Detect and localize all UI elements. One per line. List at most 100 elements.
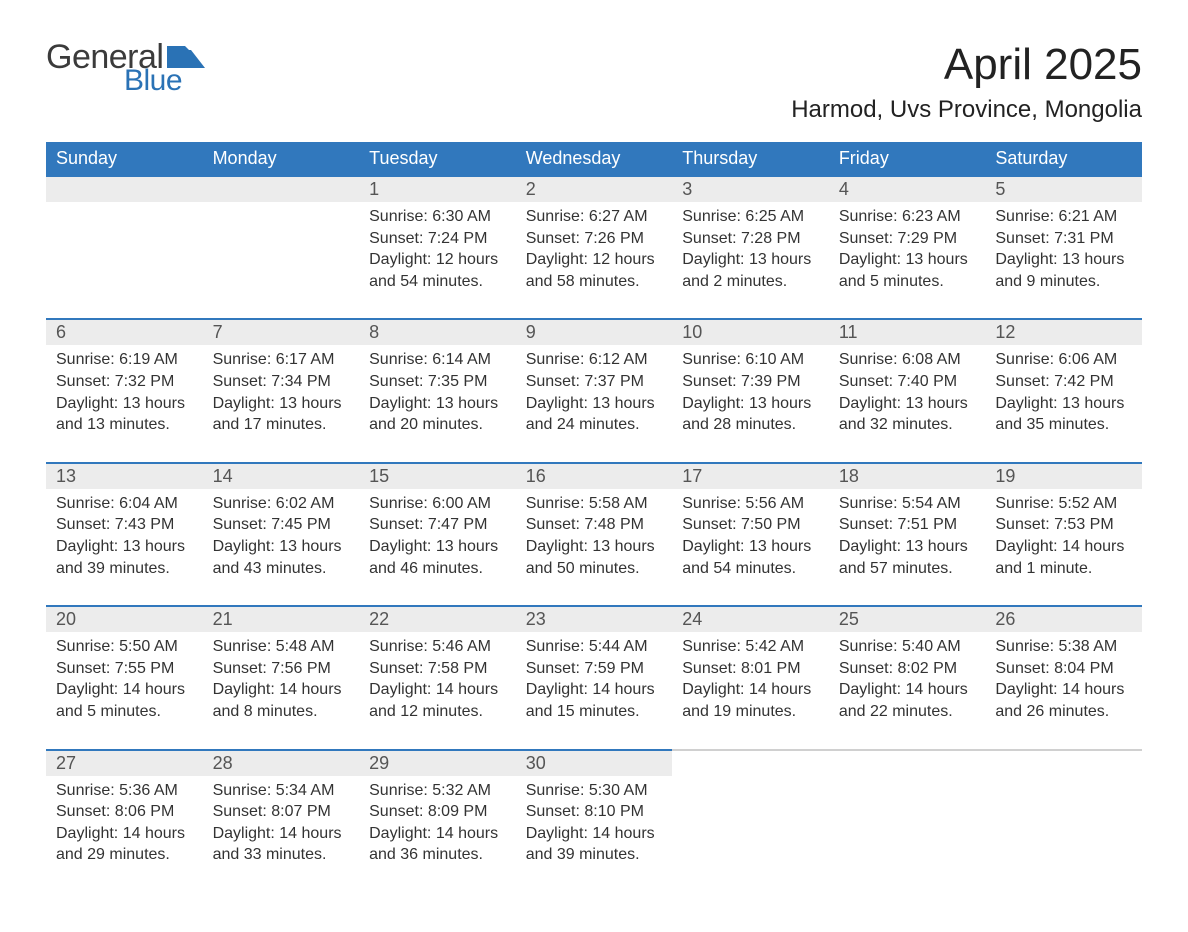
sunset-line: Sunset: 7:24 PM: [369, 228, 506, 250]
week-daynum-row: 6789101112: [46, 319, 1142, 345]
day-number-cell: 19: [985, 463, 1142, 489]
sunrise-line: Sunrise: 6:23 AM: [839, 206, 976, 228]
day-content-cell: Sunrise: 6:12 AMSunset: 7:37 PMDaylight:…: [516, 345, 673, 462]
week-content-row: Sunrise: 6:19 AMSunset: 7:32 PMDaylight:…: [46, 345, 1142, 462]
day-content-cell: Sunrise: 6:14 AMSunset: 7:35 PMDaylight:…: [359, 345, 516, 462]
daylight-line: Daylight: 13 hours and 17 minutes.: [213, 393, 350, 436]
day-number-cell: 1: [359, 176, 516, 202]
logo: General Blue: [46, 40, 205, 96]
daylight-line: Daylight: 14 hours and 33 minutes.: [213, 823, 350, 866]
day-number-cell: 23: [516, 606, 673, 632]
sunrise-line: Sunrise: 6:10 AM: [682, 349, 819, 371]
day-content-cell: Sunrise: 5:42 AMSunset: 8:01 PMDaylight:…: [672, 632, 829, 749]
sunrise-line: Sunrise: 5:56 AM: [682, 493, 819, 515]
week-content-row: Sunrise: 5:50 AMSunset: 7:55 PMDaylight:…: [46, 632, 1142, 749]
daylight-line: Daylight: 14 hours and 1 minute.: [995, 536, 1132, 579]
day-header-row: SundayMondayTuesdayWednesdayThursdayFrid…: [46, 142, 1142, 176]
daylight-line: Daylight: 13 hours and 5 minutes.: [839, 249, 976, 292]
day-number-cell: 26: [985, 606, 1142, 632]
sunrise-line: Sunrise: 6:30 AM: [369, 206, 506, 228]
calendar-table: SundayMondayTuesdayWednesdayThursdayFrid…: [46, 142, 1142, 892]
day-content-cell: Sunrise: 5:40 AMSunset: 8:02 PMDaylight:…: [829, 632, 986, 749]
day-number-cell: 24: [672, 606, 829, 632]
sunrise-line: Sunrise: 5:36 AM: [56, 780, 193, 802]
day-number-cell: [672, 750, 829, 776]
sunrise-line: Sunrise: 5:46 AM: [369, 636, 506, 658]
daylight-line: Daylight: 13 hours and 39 minutes.: [56, 536, 193, 579]
day-content-cell: Sunrise: 5:58 AMSunset: 7:48 PMDaylight:…: [516, 489, 673, 606]
sunrise-line: Sunrise: 5:50 AM: [56, 636, 193, 658]
sunset-line: Sunset: 7:37 PM: [526, 371, 663, 393]
sunrise-line: Sunrise: 6:02 AM: [213, 493, 350, 515]
sunrise-line: Sunrise: 6:08 AM: [839, 349, 976, 371]
sunset-line: Sunset: 8:04 PM: [995, 658, 1132, 680]
day-content-cell: Sunrise: 6:04 AMSunset: 7:43 PMDaylight:…: [46, 489, 203, 606]
day-content-cell: Sunrise: 6:30 AMSunset: 7:24 PMDaylight:…: [359, 202, 516, 319]
sunset-line: Sunset: 7:32 PM: [56, 371, 193, 393]
day-header: Wednesday: [516, 142, 673, 176]
location-subtitle: Harmod, Uvs Province, Mongolia: [791, 96, 1142, 124]
daylight-line: Daylight: 13 hours and 2 minutes.: [682, 249, 819, 292]
day-content-cell: Sunrise: 5:46 AMSunset: 7:58 PMDaylight:…: [359, 632, 516, 749]
day-number-cell: 2: [516, 176, 673, 202]
daylight-line: Daylight: 14 hours and 26 minutes.: [995, 679, 1132, 722]
day-content-cell: Sunrise: 5:36 AMSunset: 8:06 PMDaylight:…: [46, 776, 203, 892]
page-header: General Blue April 2025 Harmod, Uvs Prov…: [46, 40, 1142, 124]
day-content-cell: Sunrise: 6:08 AMSunset: 7:40 PMDaylight:…: [829, 345, 986, 462]
sunset-line: Sunset: 8:01 PM: [682, 658, 819, 680]
sunset-line: Sunset: 8:07 PM: [213, 801, 350, 823]
day-number-cell: 11: [829, 319, 986, 345]
day-content-cell: Sunrise: 6:17 AMSunset: 7:34 PMDaylight:…: [203, 345, 360, 462]
day-number-cell: 30: [516, 750, 673, 776]
sunset-line: Sunset: 7:48 PM: [526, 514, 663, 536]
sunrise-line: Sunrise: 5:44 AM: [526, 636, 663, 658]
sunset-line: Sunset: 7:45 PM: [213, 514, 350, 536]
day-content-cell: [829, 776, 986, 892]
day-content-cell: Sunrise: 6:25 AMSunset: 7:28 PMDaylight:…: [672, 202, 829, 319]
daylight-line: Daylight: 14 hours and 12 minutes.: [369, 679, 506, 722]
day-content-cell: Sunrise: 6:10 AMSunset: 7:39 PMDaylight:…: [672, 345, 829, 462]
title-block: April 2025 Harmod, Uvs Province, Mongoli…: [791, 40, 1142, 124]
day-content-cell: Sunrise: 6:21 AMSunset: 7:31 PMDaylight:…: [985, 202, 1142, 319]
daylight-line: Daylight: 13 hours and 46 minutes.: [369, 536, 506, 579]
sunrise-line: Sunrise: 6:17 AM: [213, 349, 350, 371]
day-content-cell: Sunrise: 5:38 AMSunset: 8:04 PMDaylight:…: [985, 632, 1142, 749]
sunset-line: Sunset: 7:34 PM: [213, 371, 350, 393]
sunset-line: Sunset: 7:40 PM: [839, 371, 976, 393]
week-daynum-row: 20212223242526: [46, 606, 1142, 632]
sunset-line: Sunset: 7:50 PM: [682, 514, 819, 536]
sunset-line: Sunset: 8:06 PM: [56, 801, 193, 823]
sunrise-line: Sunrise: 5:32 AM: [369, 780, 506, 802]
sunset-line: Sunset: 7:28 PM: [682, 228, 819, 250]
sunset-line: Sunset: 7:29 PM: [839, 228, 976, 250]
day-content-cell: Sunrise: 6:02 AMSunset: 7:45 PMDaylight:…: [203, 489, 360, 606]
daylight-line: Daylight: 13 hours and 50 minutes.: [526, 536, 663, 579]
daylight-line: Daylight: 12 hours and 54 minutes.: [369, 249, 506, 292]
daylight-line: Daylight: 13 hours and 28 minutes.: [682, 393, 819, 436]
week-content-row: Sunrise: 6:04 AMSunset: 7:43 PMDaylight:…: [46, 489, 1142, 606]
day-content-cell: Sunrise: 5:30 AMSunset: 8:10 PMDaylight:…: [516, 776, 673, 892]
sunrise-line: Sunrise: 6:21 AM: [995, 206, 1132, 228]
day-number-cell: 18: [829, 463, 986, 489]
day-number-cell: 7: [203, 319, 360, 345]
sunrise-line: Sunrise: 6:25 AM: [682, 206, 819, 228]
sunset-line: Sunset: 7:51 PM: [839, 514, 976, 536]
day-number-cell: [985, 750, 1142, 776]
day-content-cell: Sunrise: 5:32 AMSunset: 8:09 PMDaylight:…: [359, 776, 516, 892]
daylight-line: Daylight: 13 hours and 35 minutes.: [995, 393, 1132, 436]
day-content-cell: [672, 776, 829, 892]
day-content-cell: Sunrise: 6:27 AMSunset: 7:26 PMDaylight:…: [516, 202, 673, 319]
day-number-cell: 6: [46, 319, 203, 345]
day-header: Friday: [829, 142, 986, 176]
sunset-line: Sunset: 7:56 PM: [213, 658, 350, 680]
sunset-line: Sunset: 7:43 PM: [56, 514, 193, 536]
day-header: Tuesday: [359, 142, 516, 176]
daylight-line: Daylight: 13 hours and 43 minutes.: [213, 536, 350, 579]
logo-word-blue: Blue: [124, 66, 205, 96]
sunset-line: Sunset: 7:42 PM: [995, 371, 1132, 393]
day-content-cell: [46, 202, 203, 319]
day-content-cell: Sunrise: 6:00 AMSunset: 7:47 PMDaylight:…: [359, 489, 516, 606]
day-number-cell: 17: [672, 463, 829, 489]
day-number-cell: 29: [359, 750, 516, 776]
day-number-cell: 10: [672, 319, 829, 345]
